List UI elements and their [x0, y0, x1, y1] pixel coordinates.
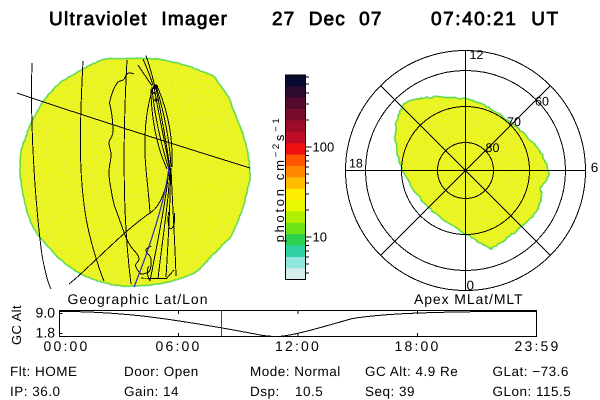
- svg-text:0: 0: [467, 278, 475, 293]
- svg-text:9.0: 9.0: [36, 305, 56, 321]
- svg-text:Dsp:: Dsp:: [250, 384, 280, 399]
- svg-text:10.5: 10.5: [295, 384, 323, 399]
- svg-text:00:00: 00:00: [43, 338, 89, 354]
- svg-text:6: 6: [591, 160, 599, 175]
- svg-text:photon cm−2s−1: photon cm−2s−1: [271, 116, 287, 243]
- svg-text:18: 18: [349, 157, 363, 171]
- svg-text:GLat: −73.6: GLat: −73.6: [493, 364, 569, 379]
- svg-text:100: 100: [313, 140, 335, 155]
- svg-text:60: 60: [535, 95, 549, 109]
- svg-text:70: 70: [507, 115, 521, 129]
- svg-text:12: 12: [470, 48, 484, 62]
- svg-text:Ultraviolet Imager: Ultraviolet Imager: [49, 9, 228, 30]
- svg-text:12:00: 12:00: [275, 338, 321, 354]
- svg-text:10: 10: [313, 230, 327, 245]
- svg-text:IP: 36.0: IP: 36.0: [10, 384, 61, 399]
- svg-text:18:00: 18:00: [394, 338, 440, 354]
- svg-text:Seq: 39: Seq: 39: [365, 384, 415, 399]
- svg-text:Mode: Normal: Mode: Normal: [250, 364, 341, 379]
- svg-text:Gain: 14: Gain: 14: [124, 384, 179, 399]
- svg-text:80: 80: [486, 141, 500, 155]
- svg-text:GC Alt: GC Alt: [9, 305, 24, 345]
- svg-text:06:00: 06:00: [155, 338, 201, 354]
- svg-text:Geographic Lat/Lon: Geographic Lat/Lon: [68, 291, 209, 307]
- svg-text:1.8: 1.8: [36, 325, 56, 341]
- svg-text:GC Alt: 4.9 Re: GC Alt: 4.9 Re: [365, 364, 458, 379]
- svg-text:GLon: 115.5: GLon: 115.5: [493, 384, 572, 399]
- svg-text:Door: Open: Door: Open: [124, 364, 199, 379]
- svg-text:Apex MLat/MLT: Apex MLat/MLT: [414, 291, 523, 307]
- svg-text:27 Dec 07: 27 Dec 07: [272, 9, 383, 30]
- svg-text:07:40:21 UT: 07:40:21 UT: [431, 9, 560, 30]
- svg-text:23:59: 23:59: [514, 338, 560, 354]
- svg-text:Flt: HOME: Flt: HOME: [10, 364, 78, 379]
